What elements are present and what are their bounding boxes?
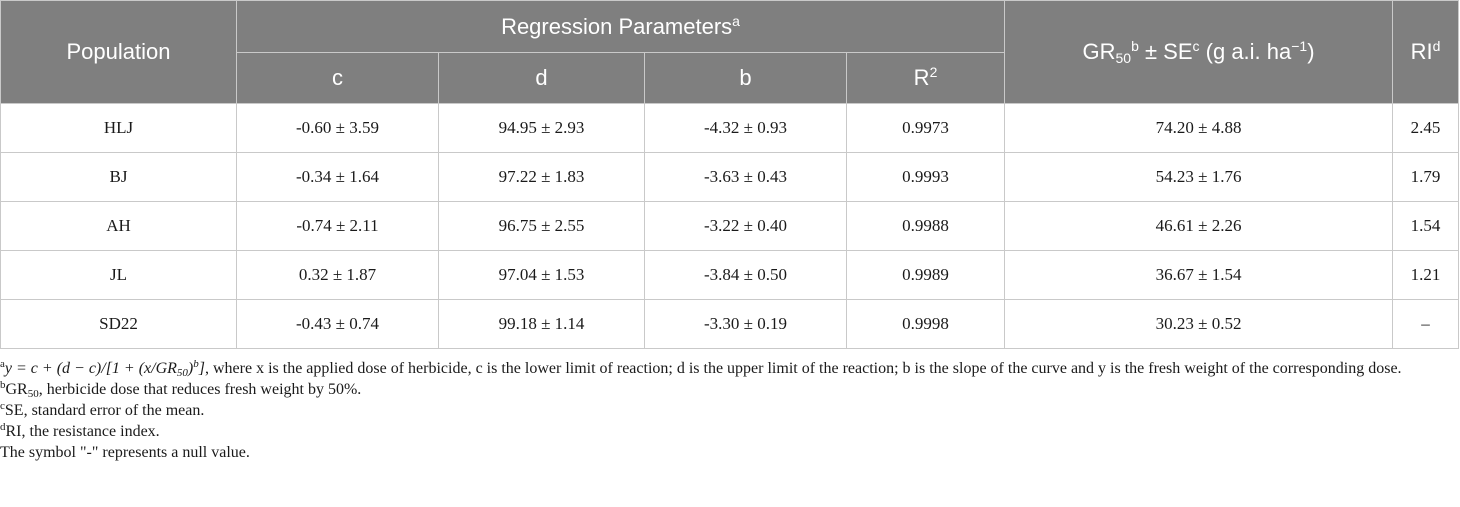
cell-b: -3.63 ± 0.43 — [644, 152, 847, 202]
cell-c: -0.74 ± 2.11 — [236, 201, 439, 251]
header-row-sub: c d b R2 — [1, 52, 1459, 104]
cell-population: BJ — [0, 152, 237, 202]
cell-b: -3.84 ± 0.50 — [644, 250, 847, 300]
table-row: AH -0.74 ± 2.11 96.75 ± 2.55 -3.22 ± 0.4… — [0, 201, 1460, 251]
cell-d: 97.04 ± 1.53 — [438, 250, 645, 300]
cell-ri: – — [1392, 299, 1460, 349]
regression-formula: y = c + (d − c)/[1 + (x/GR50)b] — [4, 358, 205, 379]
table-row: SD22 -0.43 ± 0.74 99.18 ± 1.14 -3.30 ± 0… — [0, 299, 1460, 349]
table-row: BJ -0.34 ± 1.64 97.22 ± 1.83 -3.63 ± 0.4… — [0, 152, 1460, 202]
footnote-b: bGR50, herbicide dose that reduces fresh… — [0, 379, 362, 400]
results-table-container: Population Regression Parametersa GR50b … — [0, 0, 1460, 349]
null-value-note: The symbol "-" represents a null value. — [0, 444, 250, 461]
cell-ri: 2.45 — [1392, 103, 1460, 153]
cell-ri: 1.21 — [1392, 250, 1460, 300]
cell-gr50: 54.23 ± 1.76 — [1004, 152, 1394, 202]
table-row: HLJ -0.60 ± 3.59 94.95 ± 2.93 -4.32 ± 0.… — [0, 103, 1460, 153]
cell-ri: 1.54 — [1392, 201, 1460, 251]
col-header-gr50: GR50b ± SEc (g a.i. ha−1) — [1004, 0, 1394, 104]
col-header-population: Population — [0, 0, 237, 104]
cell-gr50: 30.23 ± 0.52 — [1004, 299, 1394, 349]
cell-gr50: 46.61 ± 2.26 — [1004, 201, 1394, 251]
cell-population: HLJ — [0, 103, 237, 153]
footnote-d: dRI, the resistance index. — [0, 421, 160, 441]
cell-population: SD22 — [0, 299, 237, 349]
cell-d: 94.95 ± 2.93 — [438, 103, 645, 153]
cell-c: -0.34 ± 1.64 — [236, 152, 439, 202]
cell-gr50: 74.20 ± 4.88 — [1004, 103, 1394, 153]
col-header-regression-parameters: Regression Parametersa — [235, 0, 1006, 53]
col-header-b: b — [644, 52, 847, 104]
table-footnotes: ay = c + (d − c)/[1 + (x/GR50)b], where … — [0, 358, 1458, 463]
cell-b: -4.32 ± 0.93 — [644, 103, 847, 153]
cell-c: 0.32 ± 1.87 — [236, 250, 439, 300]
cell-b: -3.22 ± 0.40 — [644, 201, 847, 251]
footnote-c: cSE, standard error of the mean. — [0, 400, 205, 420]
cell-ri: 1.79 — [1392, 152, 1460, 202]
cell-population: AH — [0, 201, 237, 251]
header-row-top: Population Regression Parametersa GR50b … — [0, 0, 1460, 104]
footnote-a: ay = c + (d − c)/[1 + (x/GR50)b], where … — [0, 358, 1402, 379]
cell-r2: 0.9998 — [845, 299, 1006, 349]
cell-c: -0.43 ± 0.74 — [236, 299, 439, 349]
cell-d: 99.18 ± 1.14 — [438, 299, 645, 349]
cell-r2: 0.9988 — [845, 201, 1006, 251]
cell-b: -3.30 ± 0.19 — [644, 299, 847, 349]
cell-d: 96.75 ± 2.55 — [438, 201, 645, 251]
col-header-ri: RId — [1392, 0, 1460, 104]
cell-r2: 0.9973 — [845, 103, 1006, 153]
cell-c: -0.60 ± 3.59 — [236, 103, 439, 153]
col-header-d: d — [438, 52, 645, 104]
footnote-marker-a: a — [732, 12, 740, 29]
table-row: JL 0.32 ± 1.87 97.04 ± 1.53 -3.84 ± 0.50… — [0, 250, 1460, 300]
col-header-r2: R2 — [845, 52, 1006, 104]
cell-r2: 0.9993 — [845, 152, 1006, 202]
cell-d: 97.22 ± 1.83 — [438, 152, 645, 202]
cell-population: JL — [0, 250, 237, 300]
cell-gr50: 36.67 ± 1.54 — [1004, 250, 1394, 300]
col-header-c: c — [236, 52, 439, 104]
regression-results-table: Population Regression Parametersa GR50b … — [0, 0, 1460, 349]
cell-r2: 0.9989 — [845, 250, 1006, 300]
